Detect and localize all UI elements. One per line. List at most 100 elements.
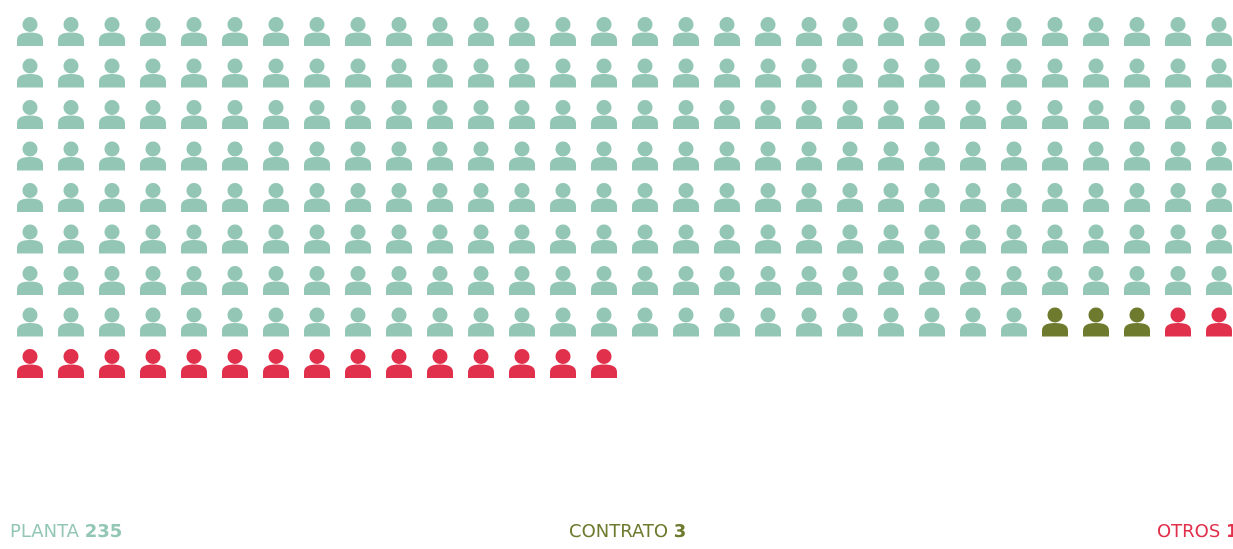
person-icon (632, 224, 658, 254)
icon-head (63, 224, 79, 240)
person-icon (509, 58, 535, 88)
person-icon (1206, 17, 1232, 46)
icon-body (591, 240, 617, 254)
icon-head (1006, 224, 1022, 240)
person-icon (591, 349, 617, 378)
person-icon (878, 17, 904, 46)
icon-head (309, 100, 325, 115)
icon-head (22, 349, 38, 364)
icon-body (755, 281, 781, 295)
person-icon (17, 183, 43, 212)
icon-body (1042, 32, 1068, 46)
icon-head (432, 307, 448, 323)
icon-head (555, 100, 571, 115)
icon-head (924, 224, 940, 240)
icon-body (58, 157, 84, 171)
person-icon (263, 183, 289, 212)
person-icon (673, 266, 699, 295)
icon-head (391, 307, 407, 323)
person-icon (140, 141, 166, 171)
person-icon (222, 58, 248, 88)
icon-head (309, 183, 325, 198)
person-icon (58, 141, 84, 171)
icon-body (632, 198, 658, 212)
person-icon (550, 141, 576, 171)
icon-body (468, 323, 494, 337)
icon-body (181, 74, 207, 88)
icon-head (883, 100, 899, 115)
icon-body (345, 323, 371, 337)
icon-head (1129, 307, 1145, 323)
icon-body (632, 74, 658, 88)
icon-head (555, 349, 571, 364)
person-icon (427, 307, 453, 337)
icon-body (263, 74, 289, 88)
icon-head (924, 307, 940, 323)
icon-body (1206, 115, 1232, 129)
icon-head (637, 307, 653, 323)
person-icon (591, 183, 617, 212)
icon-body (837, 74, 863, 88)
icon-head (309, 141, 325, 157)
person-icon (919, 224, 945, 254)
icon-body (878, 157, 904, 171)
icon-body (509, 323, 535, 337)
icon-head (924, 17, 940, 32)
icon-head (596, 58, 612, 74)
icon-head (104, 58, 120, 74)
person-icon (263, 58, 289, 88)
icon-body (1001, 32, 1027, 46)
icon-body (919, 198, 945, 212)
person-icon (878, 224, 904, 254)
person-icon (140, 17, 166, 46)
icon-body (1206, 74, 1232, 88)
icon-body (58, 364, 84, 378)
icon-body (181, 364, 207, 378)
person-icon (140, 183, 166, 212)
person-icon (1083, 100, 1109, 129)
icon-body (755, 115, 781, 129)
icon-head (514, 224, 530, 240)
person-icon (1083, 224, 1109, 254)
person-icon (1001, 58, 1027, 88)
icon-head (350, 266, 366, 281)
icon-head (678, 307, 694, 323)
icon-body (673, 74, 699, 88)
person-icon (1042, 224, 1068, 254)
icon-head (1047, 224, 1063, 240)
icon-body (140, 323, 166, 337)
icon-body (960, 74, 986, 88)
person-icon (17, 141, 43, 171)
icon-head (924, 141, 940, 157)
icon-head (268, 349, 284, 364)
icon-body (17, 32, 43, 46)
icon-head (1129, 100, 1145, 115)
person-icon (878, 58, 904, 88)
icon-head (309, 266, 325, 281)
icon-body (99, 74, 125, 88)
icon-head (596, 266, 612, 281)
icon-body (222, 240, 248, 254)
icon-head (1088, 307, 1104, 323)
icon-head (883, 266, 899, 281)
icon-body (591, 364, 617, 378)
person-icon (1001, 307, 1027, 337)
person-icon (632, 183, 658, 212)
icon-head (22, 100, 38, 115)
person-icon (837, 183, 863, 212)
icon-body (837, 32, 863, 46)
icon-head (965, 224, 981, 240)
icon-head (350, 58, 366, 74)
person-icon (550, 183, 576, 212)
icon-head (391, 224, 407, 240)
icon-body (550, 74, 576, 88)
icon-body (99, 364, 125, 378)
person-icon (427, 183, 453, 212)
person-icon (1001, 17, 1027, 46)
icon-head (965, 183, 981, 198)
icon-head (924, 58, 940, 74)
icon-body (58, 198, 84, 212)
icon-head (719, 266, 735, 281)
person-icon (1165, 307, 1191, 337)
person-icon (632, 266, 658, 295)
